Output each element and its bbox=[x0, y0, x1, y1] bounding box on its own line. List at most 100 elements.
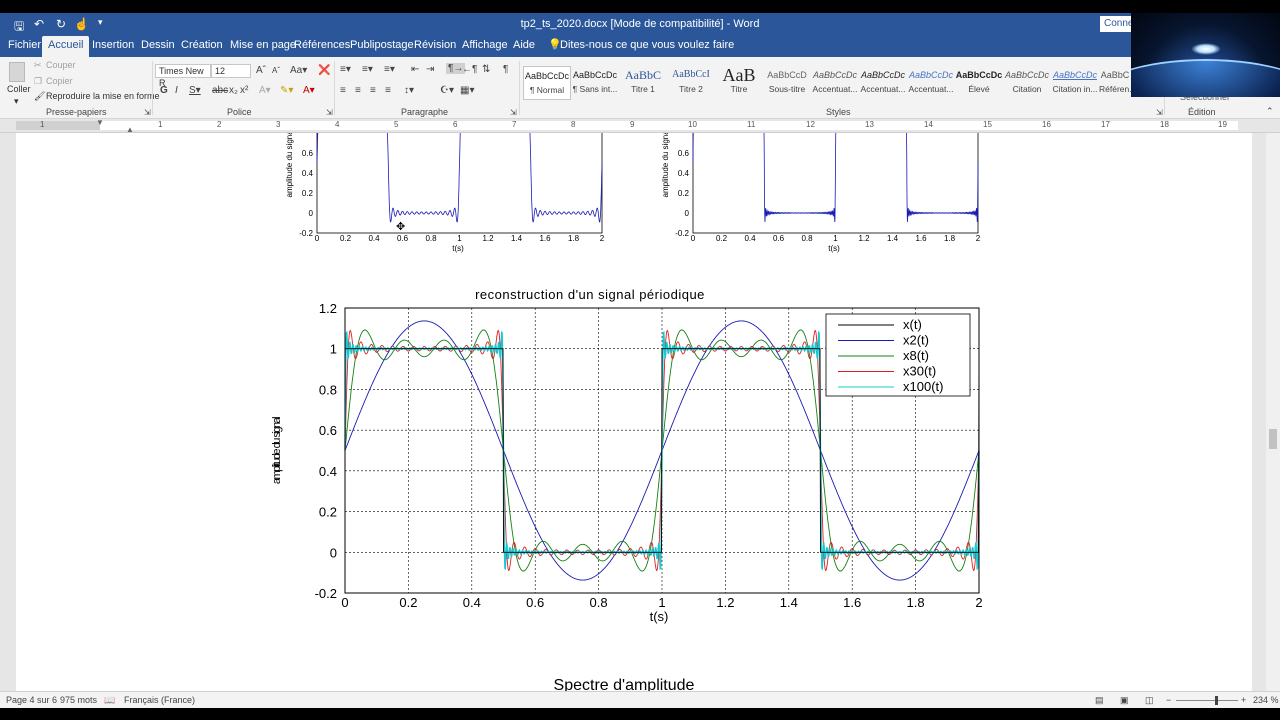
touch-mode-icon[interactable]: ☝ bbox=[74, 17, 89, 31]
style-eleve[interactable]: AaBbCcDc Élevé bbox=[955, 66, 1003, 100]
page-count[interactable]: Page 4 sur 6 bbox=[6, 695, 58, 705]
tab-revision[interactable]: Révision bbox=[414, 39, 457, 51]
superscript-icon[interactable]: x² bbox=[240, 85, 249, 96]
zoom-slider[interactable] bbox=[1176, 700, 1238, 701]
style-titre[interactable]: AaB Titre bbox=[715, 66, 763, 100]
paste-icon[interactable] bbox=[9, 62, 25, 82]
grow-font-icon[interactable]: Aˆ bbox=[256, 65, 266, 76]
borders-icon[interactable]: ▦▾ bbox=[460, 85, 475, 96]
read-mode-icon[interactable]: ▤ bbox=[1095, 695, 1104, 705]
paste-button[interactable]: Coller bbox=[7, 84, 31, 94]
style-citation[interactable]: AaBbCcDc Citation bbox=[1003, 66, 1051, 100]
horizontal-ruler[interactable]: 1 1 2 3 4 5 6 7 8 9 10 11 12 13 14 15 16… bbox=[0, 118, 1280, 134]
style-reference[interactable]: AaBbC Référen... bbox=[1099, 66, 1131, 100]
print-layout-icon[interactable]: ▣ bbox=[1120, 695, 1129, 705]
left-indent-marker[interactable]: ▲ bbox=[126, 125, 134, 134]
ltr-icon[interactable]: ¶→ bbox=[446, 63, 466, 74]
decrease-indent-icon[interactable]: ⇤ bbox=[411, 64, 420, 75]
tab-publipostage[interactable]: Publipostage bbox=[350, 39, 414, 51]
sort-icon[interactable]: ⇅ bbox=[482, 64, 491, 75]
copy-button[interactable]: Copier bbox=[46, 76, 73, 86]
format-painter-button[interactable]: Reproduire la mise en forme bbox=[46, 91, 160, 101]
bullets-icon[interactable]: ≡▾ bbox=[340, 64, 351, 75]
font-launcher-icon[interactable]: ⇲ bbox=[326, 108, 333, 117]
tab-accueil[interactable]: Accueil bbox=[42, 36, 90, 57]
style-accentuation-intense[interactable]: AaBbCcDc Accentuat... bbox=[907, 66, 955, 100]
show-marks-icon[interactable]: ¶ bbox=[503, 64, 509, 75]
shading-icon[interactable]: ☪▾ bbox=[440, 85, 454, 96]
word-count[interactable]: 975 mots bbox=[60, 695, 98, 705]
save-icon[interactable]: 🖫 bbox=[14, 19, 25, 33]
tab-aide[interactable]: Aide bbox=[513, 39, 536, 51]
paste-dropdown-icon[interactable]: ▾ bbox=[14, 96, 19, 106]
redo-icon[interactable]: ↻ bbox=[56, 17, 67, 31]
style-accentuation[interactable]: AaBbCcDc Accentuat... bbox=[859, 66, 907, 100]
font-name-select[interactable]: Times New R bbox=[155, 64, 211, 88]
zoom-slider-thumb[interactable] bbox=[1215, 696, 1218, 705]
first-line-indent-marker[interactable]: ▼ bbox=[96, 118, 104, 127]
rtl-icon[interactable]: ←¶ bbox=[462, 64, 478, 75]
scrollbar-thumb[interactable] bbox=[1269, 429, 1277, 449]
tab-affichage[interactable]: Affichage bbox=[462, 39, 508, 51]
style-accentuation-legere[interactable]: AaBbCcDc Accentuat... bbox=[811, 66, 859, 100]
customize-qat-icon[interactable]: ▾ bbox=[98, 17, 103, 27]
y-tick-label: 0.4 bbox=[319, 464, 337, 479]
zoom-out-icon[interactable]: − bbox=[1166, 695, 1172, 705]
lightbulb-icon: 💡 bbox=[548, 39, 562, 51]
line-spacing-icon[interactable]: ↕▾ bbox=[404, 85, 415, 96]
style-sans-interligne[interactable]: AaBbCcDc ¶ Sans int... bbox=[571, 66, 619, 100]
style-titre-2[interactable]: AaBbCcI Titre 2 bbox=[667, 66, 715, 100]
style-preview: AaBbCcDc bbox=[572, 70, 617, 80]
font-size-select[interactable]: 12 bbox=[211, 64, 251, 78]
select-button[interactable]: Sélectionner bbox=[1180, 92, 1231, 102]
italic-icon[interactable]: I bbox=[175, 85, 178, 96]
zoom-level[interactable]: 234 % bbox=[1253, 695, 1279, 705]
text-effects-icon[interactable]: A▾ bbox=[259, 85, 271, 96]
cut-button[interactable]: Couper bbox=[46, 60, 76, 70]
bold-icon[interactable]: G bbox=[160, 85, 168, 96]
vertical-scrollbar[interactable] bbox=[1266, 133, 1280, 691]
multilevel-list-icon[interactable]: ≡▾ bbox=[384, 64, 395, 75]
zoom-in-icon[interactable]: + bbox=[1241, 695, 1247, 705]
undo-icon[interactable]: ↶ bbox=[34, 17, 45, 31]
tab-references[interactable]: Références bbox=[294, 39, 351, 51]
increase-indent-icon[interactable]: ⇥ bbox=[426, 64, 435, 75]
tab-creation[interactable]: Création bbox=[181, 39, 223, 51]
align-right-icon[interactable]: ≡ bbox=[370, 85, 376, 96]
tab-mise-en-page[interactable]: Mise en page bbox=[230, 39, 297, 51]
collapse-ribbon-icon[interactable]: ⌃ bbox=[1266, 106, 1274, 116]
proofing-icon[interactable]: 📖 bbox=[104, 695, 116, 705]
style-sous-titre[interactable]: AaBbCcD Sous-titre bbox=[763, 66, 811, 100]
subscript-icon[interactable]: x₂ bbox=[229, 85, 238, 96]
document-title: tp2_ts_2020.docx [Mode de compatibilité]… bbox=[520, 18, 760, 30]
document-page[interactable]: amplitude du signal t(s) 0.6 0.4 0.2 0 -0.2 0… bbox=[16, 133, 1252, 691]
align-left-icon[interactable]: ≡ bbox=[340, 85, 346, 96]
sign-in-button[interactable]: Connex bbox=[1100, 16, 1136, 32]
style-citation-intense[interactable]: AaBbCcDc Citation in... bbox=[1051, 66, 1099, 100]
paragraph-launcher-icon[interactable]: ⇲ bbox=[510, 108, 517, 117]
tab-fichier[interactable]: Fichier bbox=[8, 39, 42, 51]
style-titre-1[interactable]: AaBbC Titre 1 bbox=[619, 66, 667, 100]
web-layout-icon[interactable]: ◫ bbox=[1145, 695, 1154, 705]
clear-formatting-icon[interactable]: ❌ bbox=[318, 65, 331, 76]
shrink-font-icon[interactable]: Aˇ bbox=[272, 66, 280, 75]
screen-top-edge bbox=[0, 0, 1280, 13]
justify-icon[interactable]: ≡ bbox=[385, 85, 391, 96]
change-case-icon[interactable]: Aa▾ bbox=[290, 65, 308, 76]
tab-dessin[interactable]: Dessin bbox=[141, 39, 175, 51]
underline-icon[interactable]: S▾ bbox=[189, 85, 201, 96]
highlight-icon[interactable]: ✎▾ bbox=[280, 85, 294, 96]
tab-insertion[interactable]: Insertion bbox=[92, 39, 135, 51]
language-status[interactable]: Français (France) bbox=[124, 695, 196, 705]
style-normal[interactable]: AaBbCcDc ¶ Normal bbox=[523, 66, 571, 100]
strikethrough-icon[interactable]: abc bbox=[212, 85, 229, 96]
clipboard-launcher-icon[interactable]: ⇲ bbox=[144, 108, 151, 117]
x-tick-label: 2 bbox=[975, 595, 982, 610]
styles-launcher-icon[interactable]: ⇲ bbox=[1156, 108, 1163, 117]
numbering-icon[interactable]: ≡▾ bbox=[362, 64, 373, 75]
align-center-icon[interactable]: ≡ bbox=[355, 85, 361, 96]
font-color-icon[interactable]: A▾ bbox=[303, 85, 315, 96]
chart-legend: x(t)x2(t)x8(t)x30(t)x100(t) bbox=[825, 313, 971, 397]
ruler-number: 13 bbox=[865, 120, 874, 129]
tell-me-box[interactable]: Dites-nous ce que vous voulez faire bbox=[560, 39, 735, 51]
